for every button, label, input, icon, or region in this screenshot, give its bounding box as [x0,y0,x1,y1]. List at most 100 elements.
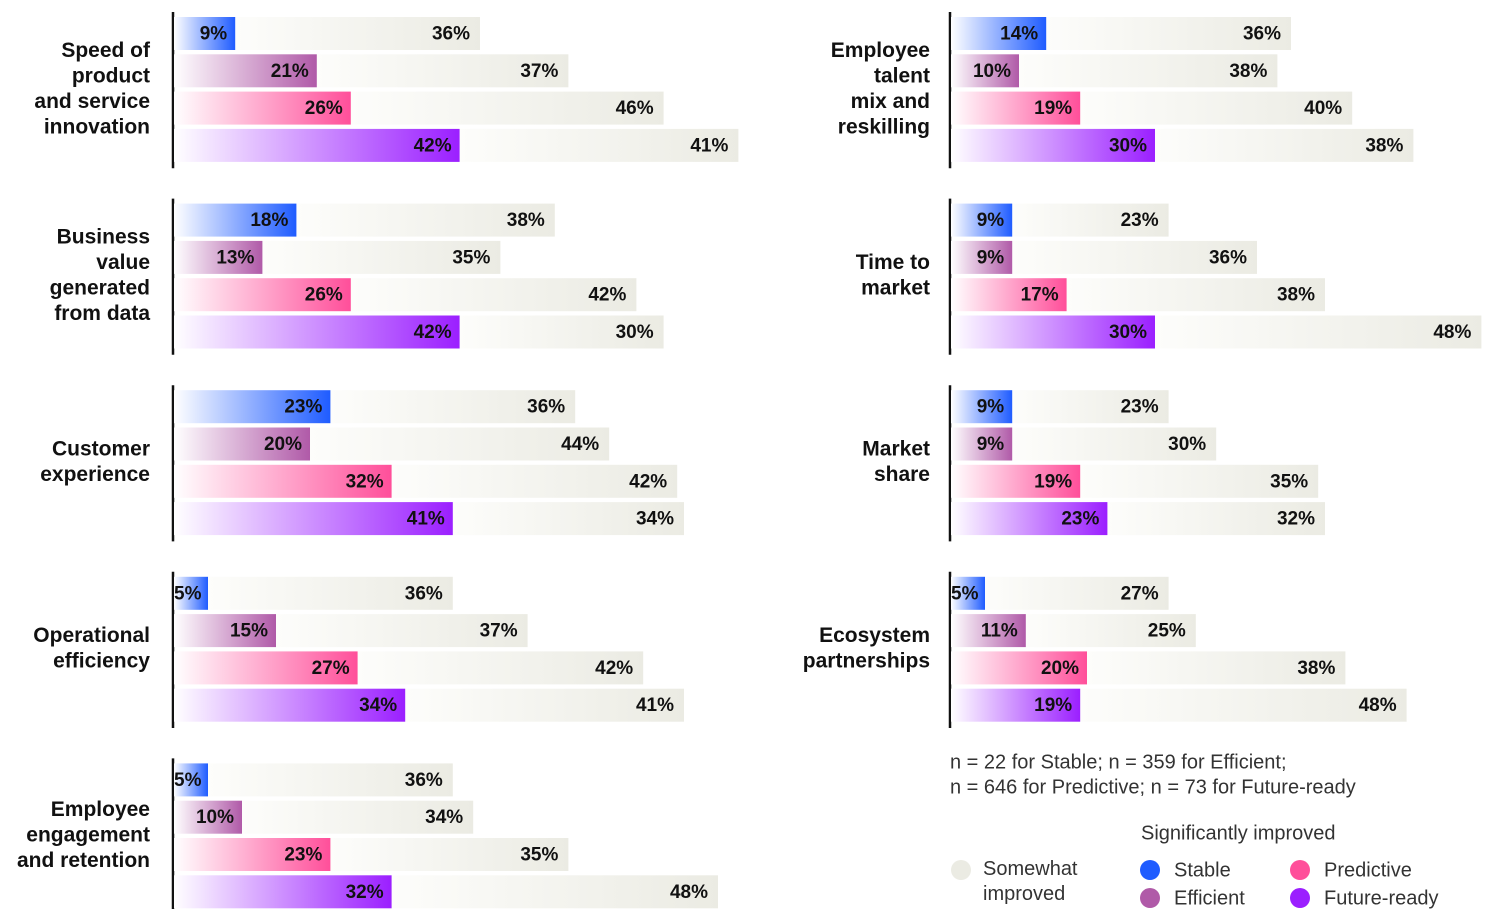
bar [174,688,406,722]
category-label: Time to [856,251,930,274]
somewhat-bar [1012,390,1169,424]
value-label: 5% [174,770,202,791]
value-label: 41% [407,509,445,530]
category-label: Business [57,225,150,248]
value-label: 15% [230,621,268,642]
somewhat-bar [242,800,474,834]
value-label: 46% [616,98,654,119]
bar [174,502,453,536]
bar [951,464,1081,498]
category-label: market [861,276,930,299]
value-label: 36% [405,770,443,791]
value-label: 25% [1148,621,1186,642]
value-label: 9% [977,397,1005,418]
category-label: mix and [851,90,930,113]
bar [174,464,392,498]
bar [951,17,1047,50]
value-label: 30% [616,322,654,343]
value-label: 35% [1270,471,1308,492]
bar [174,875,392,909]
somewhat-bar [1155,315,1482,349]
note: n = 646 for Predictive; n = 73 for Futur… [950,776,1356,798]
bar [174,17,236,50]
value-label: 19% [1034,471,1072,492]
value-label: 26% [305,285,343,306]
somewhat-bar [1087,651,1346,685]
category-label: Employee [51,798,150,821]
somewhat-bar [310,427,610,461]
somewhat-bar [1019,54,1278,88]
bar [951,240,1013,274]
value-label: 36% [432,24,470,45]
value-label: 23% [284,845,322,866]
bar [174,390,331,424]
value-label: 42% [588,285,626,306]
category-label: talent [874,64,930,87]
value-label: 38% [1365,135,1403,156]
value-label: 37% [520,61,558,82]
bar [951,688,1081,722]
bar [174,278,351,312]
value-label: 48% [1359,695,1397,716]
bar [174,614,276,648]
value-label: 9% [200,24,228,45]
legend-swatch [951,860,971,880]
somewhat-bar [296,203,555,237]
value-label: 5% [174,583,202,604]
bar [951,54,1019,88]
value-label: 36% [1243,24,1281,45]
value-label: 37% [480,621,518,642]
somewhat-bar [350,278,637,312]
category-label: Speed of [61,39,151,62]
bar [174,315,460,349]
somewhat-bar [1066,278,1325,312]
category-label: Operational [33,624,150,647]
somewhat-bar [391,875,718,909]
bar [174,203,297,237]
value-label: 35% [520,845,558,866]
value-label: 30% [1109,135,1147,156]
legend-label: Future-ready [1324,887,1439,909]
value-label: 13% [216,247,254,268]
somewhat-bar [1025,614,1196,648]
somewhat-bar [316,54,569,88]
category-label: efficiency [53,650,150,673]
value-label: 27% [1121,583,1159,604]
somewhat-bar [985,576,1169,610]
legend-label: Stable [1174,859,1231,881]
value-label: 42% [414,322,452,343]
value-label: 42% [414,135,452,156]
bar [951,315,1155,349]
value-label: 20% [1041,658,1079,679]
value-label: 38% [1229,61,1267,82]
value-label: 23% [1061,509,1099,530]
somewhat-bar [1012,203,1169,237]
somewhat-bar [1107,502,1325,536]
value-label: 5% [951,583,979,604]
bar [951,427,1013,461]
category-label: share [874,463,930,486]
bar [951,502,1108,536]
somewhat-bar [1012,427,1217,461]
somewhat-bar [276,614,528,648]
bar [174,54,317,88]
value-label: 19% [1034,695,1072,716]
value-label: 44% [561,434,599,455]
category-label: value [96,251,150,274]
bar [174,838,331,871]
somewhat-bar [330,838,569,871]
value-label: 30% [1168,434,1206,455]
category-label: Customer [52,438,150,461]
value-label: 36% [1209,247,1247,268]
value-label: 38% [1277,285,1315,306]
legend-swatch [1290,860,1310,880]
bar [951,91,1081,125]
category-label: experience [40,463,150,486]
somewhat-bar [1012,240,1257,274]
value-label: 41% [636,695,674,716]
somewhat-bar [1155,128,1414,162]
somewhat-bar [1080,464,1319,498]
value-label: 10% [196,807,234,828]
